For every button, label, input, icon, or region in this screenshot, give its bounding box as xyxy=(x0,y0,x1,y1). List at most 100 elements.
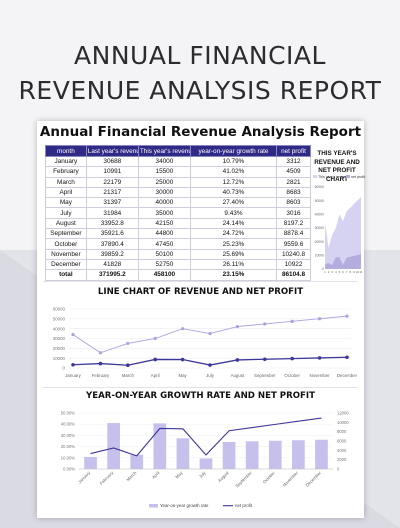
last-year-revenue-cell: 31397 xyxy=(85,197,139,209)
growth-rate-cell: 41.02% xyxy=(189,166,278,178)
x-tick-label: 1 xyxy=(324,270,326,274)
net-profit-cell: 8683 xyxy=(276,186,311,199)
divider xyxy=(43,281,358,282)
month-cell: December xyxy=(45,258,87,271)
y-left-tick-label: 40.00% xyxy=(61,422,75,427)
legend-swatch-net-profit xyxy=(346,175,350,178)
growth-rate-cell: 9.43% xyxy=(189,207,278,219)
last-year-revenue-cell: 30688 xyxy=(85,155,139,168)
this-year-revenue-cell: 47450 xyxy=(137,238,191,250)
y-tick-label: 50000 xyxy=(53,316,66,321)
x-tick-label: March xyxy=(122,373,135,378)
x-tick-label: 7 xyxy=(346,270,348,274)
legend-swatch-growth-rate xyxy=(149,504,158,508)
growth-rate-bar xyxy=(176,438,190,469)
y-tick-label: 40000 xyxy=(315,213,325,217)
x-tick-label: 2 xyxy=(328,270,330,274)
this-year-revenue-cell: 35000 xyxy=(137,207,191,219)
revenue-profit-area-chart: This year's revenue net profit 60000 50000 4… xyxy=(313,175,365,274)
last-year-revenue-cell: 31984 xyxy=(85,207,139,219)
header-last-year-revenue: Last year's revenue xyxy=(85,145,139,157)
y-left-tick-label: 10.00% xyxy=(61,455,75,460)
last-year-revenue-cell: 10991 xyxy=(85,166,139,178)
net-profit-cell: 8603 xyxy=(276,197,311,209)
growth-rate-cell: 10.79% xyxy=(189,155,278,168)
y-right-tick-label: 8000 xyxy=(337,429,347,434)
x-tick-label: November xyxy=(282,470,300,488)
legend-swatch-revenue xyxy=(313,175,317,178)
x-tick-label: 4 xyxy=(335,270,337,274)
revenue-area xyxy=(325,196,361,269)
total-last-year-revenue-cell: 371995.2 xyxy=(85,269,139,281)
this-year-revenue-cell: 44800 xyxy=(137,228,191,240)
growth-rate-bar xyxy=(245,441,259,469)
growth-rate-cell: 12.72% xyxy=(189,176,278,188)
net-profit-series-point xyxy=(317,356,322,360)
x-tick-label: November xyxy=(309,373,330,378)
growth-rate-bar xyxy=(84,456,97,469)
revenue-series-point xyxy=(153,336,157,341)
table-row: December 41828 52750 26.11% 10922 xyxy=(45,258,311,271)
this-year-revenue-cell: 34000 xyxy=(137,155,191,168)
net-profit-series-point xyxy=(153,357,157,362)
x-tick-label: 11 xyxy=(359,270,362,274)
header-month: month xyxy=(45,145,87,157)
last-year-revenue-cell: 39859.2 xyxy=(85,248,139,260)
y-tick-label: 0 xyxy=(322,267,324,271)
net-profit-cell: 10922 xyxy=(276,258,311,271)
growth-rate-bar xyxy=(199,458,213,469)
y-tick-label: 10000 xyxy=(315,254,325,258)
growth-rate-cell: 40.73% xyxy=(189,186,278,199)
growth-rate-cell: 27.40% xyxy=(189,197,278,209)
growth-rate-cell: 24.14% xyxy=(189,217,278,230)
sheet-title: Annual Financial Revenue Analysis Report xyxy=(39,124,362,140)
revenue-series-point xyxy=(290,319,294,323)
net-profit-cell: 8878.4 xyxy=(276,228,311,240)
revenue-table: month Last year's revenue This year's re… xyxy=(45,145,311,281)
net-profit-series-point xyxy=(71,362,75,367)
x-tick-label: December xyxy=(305,470,323,488)
x-tick-label: December xyxy=(337,373,358,378)
net-profit-series-point xyxy=(208,363,212,367)
y-tick-label: 30000 xyxy=(315,226,325,230)
this-year-revenue-cell: 50100 xyxy=(137,248,191,260)
x-tick-label: August xyxy=(231,373,245,378)
y-tick-label: 40000 xyxy=(53,326,66,331)
x-tick-label: September xyxy=(234,470,253,489)
revenue-series-point xyxy=(263,322,267,326)
revenue-series-point xyxy=(181,327,185,331)
last-year-revenue-cell: 37890.4 xyxy=(85,238,139,250)
x-tick-label: October xyxy=(284,373,300,378)
net-profit-series-point xyxy=(345,355,349,360)
y-tick-label: 50000 xyxy=(315,199,325,203)
growth-rate-cell: 25.23% xyxy=(189,238,278,250)
net-profit-cell: 4509 xyxy=(276,166,311,178)
y-right-tick-label: 12000 xyxy=(337,411,349,416)
table-header-row: month Last year's revenue This year's re… xyxy=(45,145,311,157)
y-right-tick-label: 4000 xyxy=(337,448,347,453)
y-right-tick-label: 2000 xyxy=(337,457,347,462)
mini-chart-title: THIS YEAR'S REVENUE AND NET PROFIT CHART xyxy=(314,150,360,183)
net-profit-series-point xyxy=(126,363,130,368)
x-tick-label: May xyxy=(174,470,184,480)
last-year-revenue-cell: 35921.6 xyxy=(85,228,139,240)
table-row: October 37890.4 47450 25.23% 9559.6 xyxy=(45,238,311,250)
table-row: September 35921.6 44800 24.72% 8878.4 xyxy=(45,228,311,240)
table-row: April 21317 30000 40.73% 8683 xyxy=(45,186,311,199)
y-tick-label: 0 xyxy=(63,366,66,371)
net-profit-cell: 2821 xyxy=(276,176,311,188)
table-row: March 22179 25000 12.72% 2821 xyxy=(45,176,311,188)
x-tick-label: 9 xyxy=(353,270,355,274)
x-tick-label: January xyxy=(77,470,92,485)
total-net-profit-cell: 86104.8 xyxy=(276,269,311,281)
revenue-series-point xyxy=(71,332,75,337)
month-cell: October xyxy=(45,238,87,250)
table-row: August 33952.8 42150 24.14% 8197.2 xyxy=(45,217,311,230)
page-title-line-2: REVENUE ANALYSIS REPORT xyxy=(18,76,382,105)
legend-label-net-profit: net profit xyxy=(351,175,365,179)
month-cell: April xyxy=(45,186,87,199)
y-left-tick-label: 50.00% xyxy=(61,411,75,416)
growth-rate-cell: 25.69% xyxy=(189,248,278,260)
month-cell: February xyxy=(45,166,87,178)
this-year-revenue-cell: 25000 xyxy=(137,176,191,188)
